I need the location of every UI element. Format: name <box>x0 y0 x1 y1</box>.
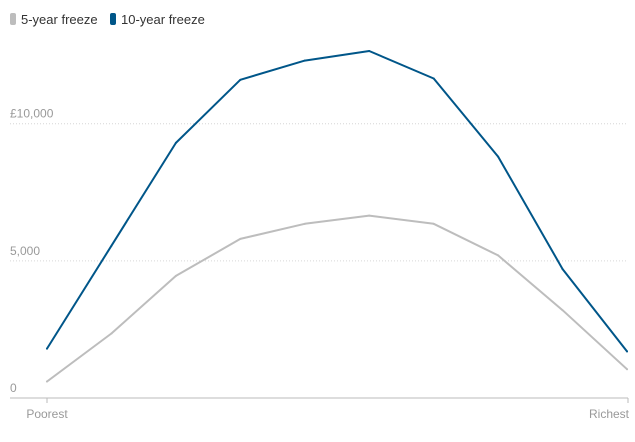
data-point <box>497 155 500 158</box>
data-point <box>626 368 628 371</box>
legend-swatch <box>110 13 116 25</box>
legend-label: 5-year freeze <box>21 12 98 27</box>
series-lines <box>46 50 628 383</box>
data-point <box>561 309 564 312</box>
legend: 5-year freeze 10-year freeze <box>10 12 205 27</box>
x-axis-ticks: Poorest Richest <box>26 398 630 421</box>
data-point <box>174 141 177 144</box>
data-point <box>46 380 48 383</box>
data-point <box>368 50 371 53</box>
y-axis-ticks: 0 5,000 £10,000 <box>10 107 54 395</box>
data-point <box>239 237 242 240</box>
legend-label: 10-year freeze <box>121 12 205 27</box>
data-point <box>432 77 435 80</box>
series-line-5-year <box>46 214 628 383</box>
legend-swatch <box>10 13 16 25</box>
data-point <box>497 254 500 257</box>
x-tick-label: Poorest <box>26 407 68 421</box>
data-point <box>303 222 306 225</box>
x-tick-label: Richest <box>589 407 630 421</box>
data-point <box>303 59 306 62</box>
y-tick-label: £10,000 <box>10 107 54 121</box>
data-point <box>239 78 242 81</box>
data-point <box>46 347 48 350</box>
data-point <box>368 214 371 217</box>
data-point <box>432 222 435 225</box>
data-point <box>561 268 564 271</box>
y-tick-label: 5,000 <box>10 244 40 258</box>
data-point <box>110 332 113 335</box>
gridlines <box>10 123 628 399</box>
data-point <box>626 350 628 353</box>
data-point <box>110 244 113 247</box>
series-line-10-year <box>46 50 628 353</box>
y-tick-label: 0 <box>10 381 17 395</box>
data-point <box>174 274 177 277</box>
